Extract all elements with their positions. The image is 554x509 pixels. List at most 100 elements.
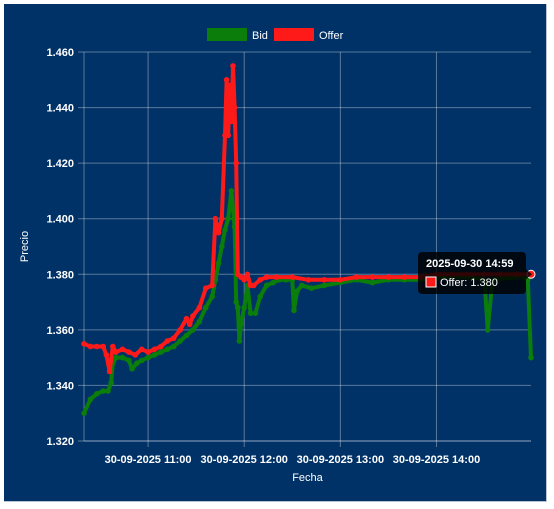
point-bid xyxy=(299,282,305,289)
point-bid xyxy=(203,304,209,311)
tooltip-caret xyxy=(526,269,532,280)
point-offer xyxy=(158,343,164,350)
point-bid xyxy=(87,396,94,403)
point-bid xyxy=(528,354,534,361)
y-tick-label: 1.360 xyxy=(46,325,74,337)
point-offer xyxy=(231,104,238,111)
point-offer xyxy=(321,277,328,283)
point-bid xyxy=(151,352,158,358)
grid-lines xyxy=(78,51,531,447)
point-offer xyxy=(225,132,231,139)
point-bid xyxy=(219,243,225,250)
legend-item-offer[interactable]: Offer xyxy=(274,28,344,42)
point-bid xyxy=(308,285,315,292)
legend[interactable]: Bid Offer xyxy=(207,28,344,42)
point-offer xyxy=(126,349,132,355)
y-axis-ticks: 1.320 1.340 1.360 1.380 1.400 1.420 1.440 1.460 xyxy=(46,47,74,448)
point-bid xyxy=(241,304,247,311)
point-offer xyxy=(103,352,110,358)
point-bid xyxy=(177,338,183,344)
point-offer xyxy=(151,346,158,353)
point-bid xyxy=(294,288,300,294)
point-bid xyxy=(94,391,100,397)
point-offer xyxy=(164,338,171,344)
point-bid xyxy=(81,410,87,417)
tooltip-title: 2025-09-30 14:59 xyxy=(426,258,513,270)
series-layer xyxy=(81,63,534,417)
y-tick-label: 1.440 xyxy=(46,103,74,115)
point-bid xyxy=(233,299,239,305)
y-tick-label: 1.340 xyxy=(46,380,74,392)
point-bid xyxy=(235,304,241,311)
point-bid xyxy=(225,215,231,222)
point-offer xyxy=(190,313,196,319)
point-offer xyxy=(196,304,203,311)
point-bid xyxy=(236,338,243,344)
point-bid xyxy=(138,357,145,364)
point-bid xyxy=(321,282,328,289)
point-offer xyxy=(145,349,151,355)
point-bid xyxy=(183,332,190,339)
point-bid xyxy=(113,354,119,361)
point-bid xyxy=(484,327,491,333)
point-bid xyxy=(134,360,140,367)
point-offer xyxy=(87,343,94,350)
point-offer xyxy=(227,82,233,89)
point-bid xyxy=(238,321,244,328)
point-offer xyxy=(289,274,296,280)
legend-label-offer: Offer xyxy=(319,30,344,42)
point-offer xyxy=(183,315,190,322)
point-bid xyxy=(119,354,126,361)
point-bid xyxy=(222,227,228,233)
point-offer xyxy=(106,368,113,375)
point-bid xyxy=(108,379,114,386)
x-axis-title: Fecha xyxy=(292,472,323,484)
series-line-bid xyxy=(82,188,533,416)
point-bid xyxy=(105,388,111,394)
point-offer xyxy=(263,274,270,280)
point-offer xyxy=(401,274,408,280)
tooltip-box xyxy=(418,252,526,294)
tooltip: 2025-09-30 14:59 Offer: 1.380 xyxy=(418,252,536,294)
point-bid xyxy=(228,188,235,194)
point-offer xyxy=(228,118,235,125)
x-axis-ticks: 30-09-2025 11:00 30-09-2025 12:00 30-09-20… xyxy=(105,454,481,466)
tooltip-swatch xyxy=(425,276,437,288)
point-bid xyxy=(369,279,376,286)
point-offer xyxy=(257,277,263,283)
chart-container: 1.320 1.340 1.360 1.380 1.400 1.420 1.440 1.460… xyxy=(4,4,547,502)
point-offer xyxy=(353,274,360,280)
x-tick-label: 30-09-2025 13:00 xyxy=(297,454,384,466)
legend-item-bid[interactable]: Bid xyxy=(207,28,268,42)
point-offer xyxy=(369,274,376,280)
point-offer xyxy=(244,271,251,278)
point-bid xyxy=(291,307,297,314)
y-tick-label: 1.460 xyxy=(46,47,74,59)
point-offer xyxy=(132,352,139,358)
point-bid xyxy=(263,282,270,289)
point-offer xyxy=(305,277,312,283)
point-bid xyxy=(100,388,106,394)
point-offer xyxy=(138,346,145,353)
point-bid xyxy=(257,293,263,300)
point-offer xyxy=(251,282,257,289)
point-offer xyxy=(113,349,119,355)
point-offer xyxy=(81,341,87,347)
point-offer xyxy=(170,335,177,342)
point-offer xyxy=(219,215,225,222)
point-offer xyxy=(241,277,247,283)
point-offer xyxy=(385,274,392,280)
point-bid xyxy=(129,366,135,372)
point-offer xyxy=(233,160,239,166)
point-offer xyxy=(223,77,230,83)
point-offer xyxy=(230,63,236,69)
x-tick-label: 30-09-2025 12:00 xyxy=(200,454,287,466)
y-tick-label: 1.320 xyxy=(46,436,74,448)
point-bid xyxy=(190,327,196,333)
point-offer xyxy=(203,285,209,292)
point-offer xyxy=(119,346,126,353)
point-offer xyxy=(215,229,222,236)
point-offer xyxy=(209,282,215,289)
y-tick-label: 1.420 xyxy=(46,158,74,170)
point-offer xyxy=(177,327,183,333)
